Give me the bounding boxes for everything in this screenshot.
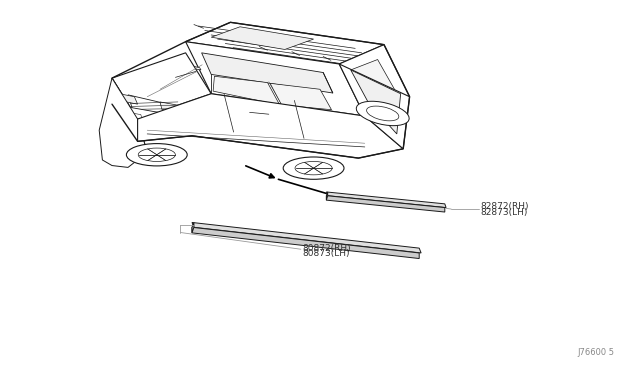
Polygon shape: [160, 102, 182, 113]
Polygon shape: [128, 95, 182, 126]
Ellipse shape: [284, 157, 344, 179]
Text: 82873(LH): 82873(LH): [480, 208, 527, 217]
Polygon shape: [339, 45, 410, 116]
Polygon shape: [211, 27, 314, 49]
Polygon shape: [351, 70, 401, 134]
Text: J76600 5: J76600 5: [577, 348, 614, 357]
Ellipse shape: [295, 161, 332, 175]
Polygon shape: [192, 222, 194, 233]
Polygon shape: [192, 222, 421, 253]
Polygon shape: [193, 66, 201, 70]
Polygon shape: [326, 192, 328, 200]
Text: 80873(LH): 80873(LH): [303, 249, 350, 258]
Polygon shape: [192, 227, 419, 259]
Polygon shape: [99, 78, 147, 167]
Ellipse shape: [356, 101, 409, 126]
Polygon shape: [112, 92, 138, 104]
Polygon shape: [326, 196, 445, 212]
Polygon shape: [112, 53, 211, 119]
Polygon shape: [112, 78, 147, 153]
Polygon shape: [186, 22, 384, 64]
Text: 80872(RH): 80872(RH): [303, 244, 351, 253]
Polygon shape: [351, 60, 396, 102]
Ellipse shape: [127, 144, 188, 166]
Text: 82872(RH): 82872(RH): [480, 202, 529, 211]
Polygon shape: [339, 64, 410, 149]
Ellipse shape: [138, 148, 175, 161]
Polygon shape: [326, 192, 446, 208]
Polygon shape: [112, 104, 189, 128]
Polygon shape: [202, 53, 333, 93]
Ellipse shape: [367, 106, 399, 121]
Polygon shape: [186, 42, 365, 116]
Polygon shape: [270, 83, 332, 110]
Polygon shape: [138, 94, 403, 158]
Polygon shape: [213, 76, 280, 105]
Polygon shape: [123, 112, 142, 119]
